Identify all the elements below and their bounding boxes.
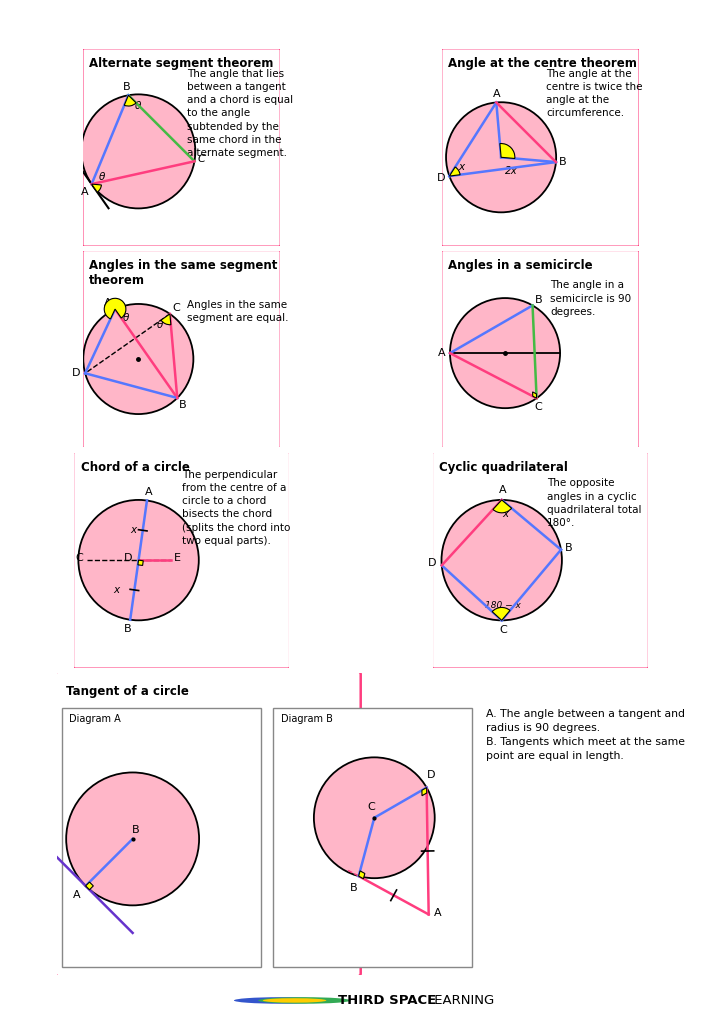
Text: The perpendicular
from the centre of a
circle to a chord
bisects the chord
(spli: The perpendicular from the centre of a c… [181, 470, 290, 546]
Text: x: x [130, 525, 136, 536]
Text: A: A [73, 890, 80, 900]
Circle shape [446, 102, 556, 212]
Polygon shape [138, 560, 143, 565]
Text: The angle at the
centre is twice the
angle at the
circumference.: The angle at the centre is twice the ang… [547, 69, 643, 119]
Wedge shape [104, 298, 126, 318]
Text: 2x: 2x [505, 166, 517, 176]
Text: A: A [492, 89, 500, 98]
Polygon shape [533, 392, 536, 398]
Text: θ: θ [157, 319, 163, 330]
Wedge shape [449, 167, 460, 176]
Text: A: A [499, 485, 507, 496]
Circle shape [263, 998, 326, 1002]
Circle shape [314, 758, 435, 879]
FancyBboxPatch shape [56, 672, 361, 976]
Circle shape [258, 997, 351, 1004]
Text: Cyclic quadrilateral: Cyclic quadrilateral [440, 461, 568, 474]
Text: B: B [124, 625, 132, 635]
Text: B: B [565, 543, 573, 553]
Text: Diagram B: Diagram B [281, 714, 333, 724]
Text: C: C [198, 155, 205, 164]
Circle shape [66, 772, 199, 905]
Text: Tangent of a circle: Tangent of a circle [66, 685, 189, 697]
FancyBboxPatch shape [82, 250, 281, 449]
Wedge shape [161, 314, 171, 325]
Circle shape [79, 500, 199, 621]
Wedge shape [493, 500, 512, 513]
Text: θ: θ [99, 172, 105, 182]
Text: θ: θ [135, 101, 142, 111]
Text: E: E [174, 553, 180, 563]
Wedge shape [124, 95, 136, 106]
Wedge shape [492, 607, 510, 621]
FancyBboxPatch shape [61, 708, 261, 968]
FancyBboxPatch shape [273, 708, 472, 968]
Text: Chord of a circle: Chord of a circle [81, 461, 189, 474]
Circle shape [82, 94, 196, 209]
Text: A: A [438, 348, 446, 358]
Text: LEARNING: LEARNING [427, 994, 495, 1007]
Text: The angle that lies
between a tangent
and a chord is equal
to the angle
subtende: The angle that lies between a tangent an… [188, 69, 294, 158]
Text: C: C [499, 625, 507, 635]
Text: A: A [81, 187, 89, 197]
Text: B: B [350, 884, 358, 893]
FancyBboxPatch shape [441, 250, 640, 449]
Wedge shape [92, 184, 101, 193]
Text: D: D [438, 173, 445, 183]
Text: Diagram A: Diagram A [69, 714, 121, 724]
Text: C: C [503, 151, 511, 161]
Text: 180 − x: 180 − x [485, 601, 521, 609]
Text: Angles in a semicircle: Angles in a semicircle [448, 259, 593, 271]
Circle shape [234, 997, 326, 1004]
Text: B: B [534, 295, 542, 304]
Text: A: A [105, 298, 112, 308]
FancyBboxPatch shape [82, 48, 281, 247]
Wedge shape [500, 143, 515, 159]
Polygon shape [422, 787, 427, 796]
Text: B: B [559, 157, 567, 167]
Text: D: D [428, 558, 436, 568]
Text: Circle Theorems: Circle Theorems [13, 8, 266, 37]
FancyBboxPatch shape [441, 48, 640, 247]
Text: D: D [427, 770, 435, 780]
Text: The angle in a
semicircle is 90
degrees.: The angle in a semicircle is 90 degrees. [550, 281, 631, 316]
Text: D: D [123, 553, 132, 563]
Polygon shape [359, 870, 365, 879]
Text: THIRD SPACE: THIRD SPACE [338, 994, 436, 1007]
Text: B: B [179, 399, 187, 410]
Text: x: x [502, 509, 508, 519]
Text: x: x [458, 162, 464, 172]
Circle shape [83, 304, 193, 414]
Text: θ: θ [123, 313, 129, 323]
Circle shape [450, 298, 560, 409]
Text: A: A [145, 486, 153, 497]
Text: B: B [123, 82, 130, 92]
Text: B: B [132, 825, 139, 835]
Text: C: C [172, 303, 180, 313]
Text: Angles in the same
segment are equal.: Angles in the same segment are equal. [188, 300, 289, 324]
Text: A. The angle between a tangent and
radius is 90 degrees.
B. Tangents which meet : A. The angle between a tangent and radiu… [486, 709, 685, 761]
Text: A: A [434, 908, 442, 918]
Text: D: D [72, 369, 81, 378]
Text: Alternate segment theorem: Alternate segment theorem [90, 57, 274, 70]
Polygon shape [86, 882, 93, 890]
Text: The opposite
angles in a cyclic
quadrilateral total
180°.: The opposite angles in a cyclic quadrila… [547, 478, 641, 528]
Circle shape [441, 500, 562, 621]
Text: C: C [75, 553, 82, 563]
FancyBboxPatch shape [73, 452, 290, 669]
Text: Angles in the same segment
theorem: Angles in the same segment theorem [90, 259, 277, 287]
Text: C: C [535, 402, 542, 412]
FancyBboxPatch shape [432, 452, 649, 669]
Text: Angle at the centre theorem: Angle at the centre theorem [448, 57, 637, 70]
Text: x: x [113, 585, 119, 595]
Text: C: C [367, 802, 375, 812]
